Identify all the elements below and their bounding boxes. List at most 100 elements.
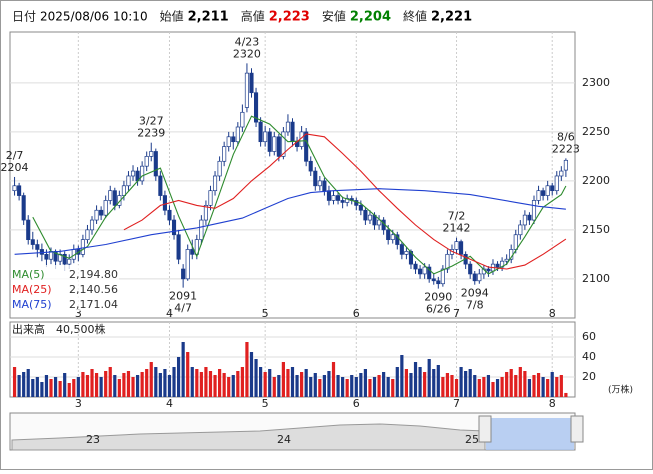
candle-body — [130, 170, 136, 177]
volume-bar — [482, 377, 486, 397]
candle-body — [459, 241, 464, 255]
candle-body — [158, 175, 163, 196]
volume-bar — [491, 382, 495, 397]
volume-bar — [423, 372, 427, 397]
candle-body — [363, 209, 368, 221]
volume-bar — [72, 379, 76, 397]
candle-body — [563, 159, 568, 171]
candle-body — [258, 121, 263, 143]
legend-value: 2,194.80 — [69, 268, 118, 281]
volume-bar — [35, 377, 39, 397]
header-value: 2025/08/06 10:10 — [40, 10, 148, 24]
candle-body — [545, 185, 550, 196]
volume-bar — [295, 375, 299, 397]
candle-body — [336, 195, 341, 201]
candle-body — [322, 180, 327, 192]
candle-body — [377, 219, 382, 226]
x-tick-label: 5 — [262, 397, 269, 410]
candle-body — [199, 219, 204, 240]
volume-bar — [22, 372, 26, 397]
navigator-window[interactable] — [486, 418, 574, 450]
candle-body — [550, 185, 555, 192]
candle-body — [527, 214, 532, 221]
volume-bar — [464, 371, 468, 397]
x-tick-label: 4 — [166, 397, 173, 410]
candle-body — [181, 268, 186, 280]
volume-bar — [149, 362, 153, 397]
candle-body — [231, 136, 236, 143]
volume-bar — [259, 367, 263, 397]
volume-bar — [126, 371, 131, 397]
volume-bar — [368, 379, 372, 397]
volume-bar — [536, 373, 541, 397]
candle-body — [399, 244, 404, 255]
volume-bar — [131, 377, 135, 397]
volume-bar — [350, 375, 354, 397]
volume-bar — [40, 382, 44, 397]
y-tick-label: 40 — [582, 350, 596, 363]
candle-body — [121, 185, 126, 196]
volume-bar — [67, 383, 71, 397]
legend-value: 2,140.56 — [69, 283, 118, 296]
candle-body — [217, 160, 222, 177]
volume-bar — [459, 367, 463, 397]
candle-body — [495, 263, 500, 268]
volume-bar — [167, 375, 172, 397]
candle-body — [99, 209, 104, 216]
volume-bar — [90, 369, 94, 397]
volume-bar — [245, 342, 249, 397]
volume-bar — [277, 375, 281, 397]
volume-unit: (万株) — [608, 384, 633, 396]
volume-bar — [222, 373, 226, 397]
volume-bar — [345, 379, 349, 397]
volume-bar — [322, 375, 326, 397]
candle-body — [103, 200, 108, 216]
volume-bar — [104, 371, 108, 397]
candle-body — [263, 131, 268, 143]
candle-body — [85, 229, 90, 240]
candle-body — [176, 234, 181, 260]
volume-bar — [382, 372, 386, 397]
x-tick-label: 8 — [549, 397, 556, 410]
volume-bar — [550, 372, 554, 397]
x-tick-label: 7 — [453, 397, 460, 410]
candle-body — [513, 234, 518, 250]
volume-bar — [99, 377, 103, 397]
volume-bar — [546, 379, 550, 397]
header-value: 2,211 — [188, 10, 229, 25]
annotation-value: 2320 — [233, 47, 261, 60]
volume-bar — [286, 369, 290, 397]
candle-body — [149, 151, 154, 157]
annotation-value: 2094 — [461, 287, 489, 300]
volume-bar — [336, 375, 340, 397]
volume-bar — [81, 372, 85, 397]
navigator-handle-right[interactable] — [570, 415, 584, 443]
volume-bar — [186, 352, 190, 397]
y-tick-label: 2300 — [582, 76, 610, 89]
navigator-label: 23 — [86, 433, 100, 446]
candle-body — [80, 239, 85, 255]
volume-bar — [227, 377, 231, 397]
annotation-value: 2239 — [137, 127, 165, 140]
volume-bar — [409, 373, 413, 397]
candle-body — [404, 251, 409, 255]
ma-line — [123, 133, 567, 270]
annotation-value: 2091 — [169, 290, 197, 303]
volume-bar — [432, 369, 436, 397]
candle-body — [126, 175, 131, 187]
volume-title: 出来高 — [12, 322, 45, 336]
volume-bar — [254, 359, 258, 397]
volume-bar — [500, 377, 504, 397]
volume-bar — [117, 379, 121, 397]
candle-body — [222, 146, 227, 162]
volume-bar — [518, 367, 522, 397]
volume-bar — [17, 375, 21, 397]
candle-body — [185, 249, 190, 280]
volume-bar — [122, 373, 126, 397]
volume-bar — [509, 369, 513, 397]
candle-body — [390, 234, 395, 240]
navigator-handle-left[interactable] — [478, 415, 492, 443]
x-tick-label: 6 — [353, 397, 360, 410]
candle-body — [94, 209, 99, 221]
